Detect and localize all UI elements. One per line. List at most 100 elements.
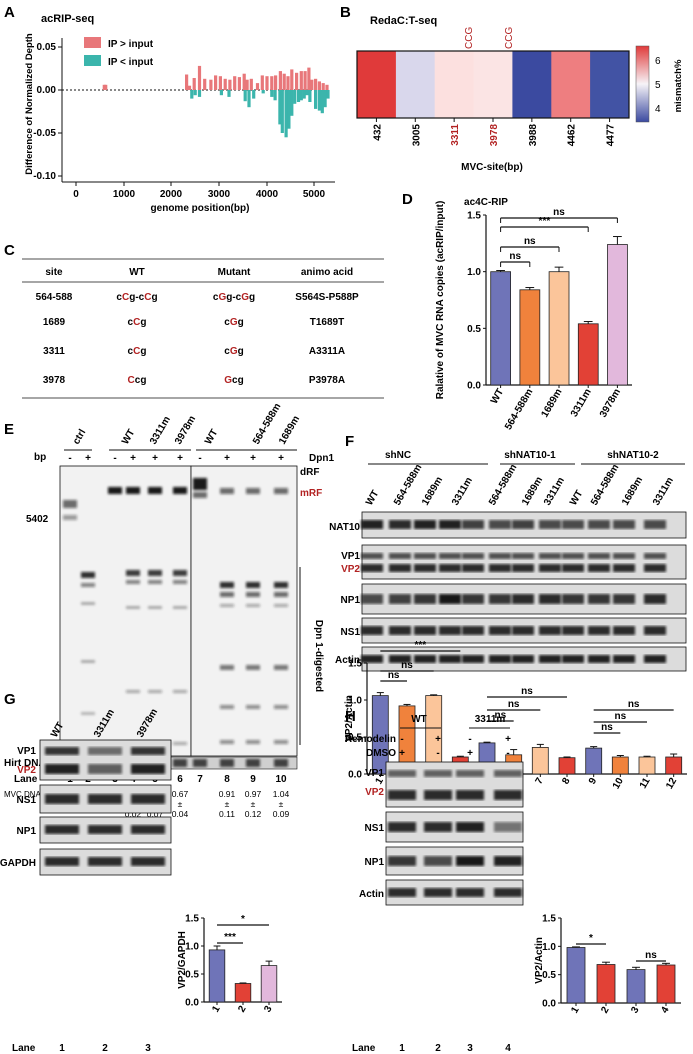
bar-WT <box>490 271 512 386</box>
gel-band <box>148 606 162 609</box>
panel-a-title: acRIP-seq <box>41 13 94 25</box>
ip-lt-bar <box>270 90 274 97</box>
y-tick-label: 1.5 <box>542 914 556 925</box>
gel-band <box>274 592 288 597</box>
blot-band <box>489 626 511 635</box>
blot-band <box>131 747 165 755</box>
ip-gt-bar <box>255 83 260 90</box>
table-header-amino-acid: animo acid <box>301 267 353 278</box>
ip-gt-bar <box>223 78 227 90</box>
ratio-label: MVC DNA/HirtDNA <box>4 790 73 799</box>
gel-band <box>246 592 260 597</box>
ip-lt-bar <box>273 90 277 101</box>
e-lane-number: 10 <box>275 774 287 785</box>
blot-band <box>424 770 452 777</box>
y-tick-label: 0.0 <box>348 770 362 781</box>
ip-lt-bar <box>278 90 282 125</box>
heatmap-cell-3988 <box>512 51 552 118</box>
blot-band <box>456 822 484 832</box>
ip-gt-bar <box>187 85 192 90</box>
f-lane-label: 1689m <box>620 475 645 508</box>
y-tick-label: 0.0 <box>542 999 556 1010</box>
seq-part: g <box>140 317 146 328</box>
blot-label: NS1 <box>341 627 361 638</box>
panel-label-b: B <box>340 4 351 21</box>
blot-band <box>562 626 584 635</box>
f-lane-label: WT <box>364 489 381 508</box>
blot-band <box>414 594 436 604</box>
sig-label: * <box>589 933 593 944</box>
row-site: 3978 <box>43 375 66 386</box>
blot-band <box>131 825 165 834</box>
a-ytick-label: -0.05 <box>33 128 56 139</box>
e-lane-number: 9 <box>250 774 256 785</box>
seq-part: G <box>230 346 238 357</box>
gel-band <box>274 582 288 588</box>
gel-band <box>81 583 95 587</box>
seq-part: G <box>230 317 238 328</box>
blot-band <box>439 626 461 635</box>
e-top-label: WT <box>203 428 220 447</box>
ip-lt-bar <box>302 90 306 99</box>
ip-lt-bar <box>320 90 324 114</box>
blot-band <box>424 856 452 866</box>
ip-lt-bar <box>284 90 288 138</box>
x-tick-label: 3 <box>262 1004 275 1015</box>
dmso-label: DMSO <box>366 748 396 759</box>
bar-9 <box>585 747 603 775</box>
blot-band <box>45 794 79 804</box>
ip-lt-bar <box>299 90 303 101</box>
panel-label-f: F <box>345 433 354 450</box>
gel-band <box>126 606 140 609</box>
gel-band <box>173 606 187 609</box>
blot-band <box>414 520 436 529</box>
gel-band <box>246 488 260 494</box>
ip-lt-bar <box>193 90 197 96</box>
gel-right <box>190 465 298 757</box>
blot-label: Actin <box>335 655 360 666</box>
bar-2 <box>596 964 616 1004</box>
row-mut-seq: cGg-cGg <box>213 292 255 303</box>
ratio-error: 0.09 <box>273 809 290 819</box>
h-lane-number: 3 <box>467 1043 473 1054</box>
gel-band <box>220 665 234 670</box>
blot-band <box>456 790 484 800</box>
f-lane-label: 3311m <box>542 475 567 507</box>
blot-band <box>88 794 122 804</box>
hirt-dna-label: Hirt DNA <box>4 758 46 769</box>
x-tick-label: 12 <box>664 776 679 792</box>
blot-band <box>414 553 436 559</box>
blot-label: NP1 <box>341 595 361 606</box>
panel-label-g: G <box>4 691 16 708</box>
blot-band <box>131 764 165 774</box>
gel-band <box>81 572 95 578</box>
blot-label: VP2 <box>341 564 360 575</box>
blot-band <box>613 553 635 559</box>
panel-b-xlabel: MVC-site(bp) <box>461 162 523 173</box>
seq-part: c <box>224 317 230 328</box>
ip-gt-bar <box>209 79 213 90</box>
ip-gt-bar <box>310 79 314 90</box>
blot-band <box>456 888 484 897</box>
ip-gt-bar <box>260 75 264 90</box>
x-tick-label: WT <box>489 387 506 406</box>
row-site: 564-588 <box>36 292 73 303</box>
blot-band <box>88 764 122 774</box>
ip-gt-bar <box>228 79 232 90</box>
ip-lt-bar <box>287 90 291 129</box>
ip-lt-bar <box>247 90 251 108</box>
panel-label-a: A <box>4 4 15 21</box>
y-tick-label: 0.5 <box>348 733 362 744</box>
heatmap-cell-3311 <box>434 51 474 118</box>
blot-band <box>512 626 534 635</box>
blot-band <box>45 857 79 866</box>
bar-1 <box>208 949 226 1003</box>
blot-band <box>562 655 584 663</box>
blot-label: Actin <box>359 889 384 900</box>
blot-band <box>361 594 383 604</box>
gel-band <box>246 582 260 588</box>
a-xtick-label: 1000 <box>113 189 136 200</box>
remodelin-sign: - <box>468 734 471 745</box>
panel-e-dpn-label: Dpn1 <box>309 453 334 464</box>
blot-band <box>539 594 561 604</box>
